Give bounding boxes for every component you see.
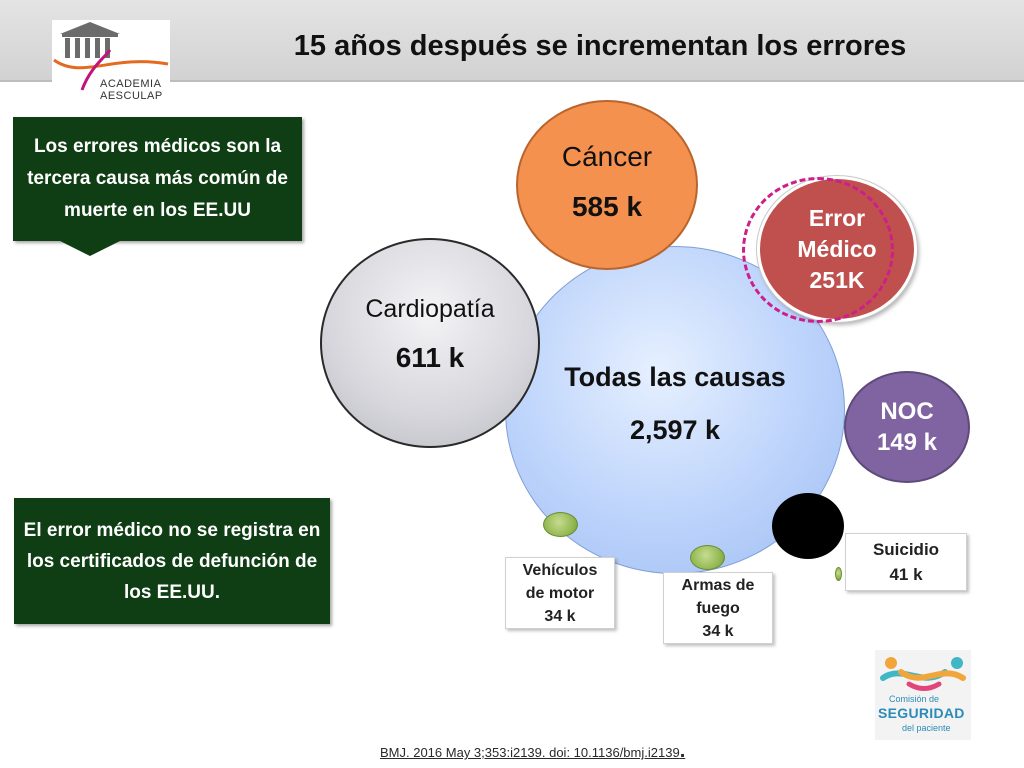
label-suicidio-value: 41 k [889,565,923,584]
label-vehiculos-line1: Vehículos [522,561,598,579]
aesculap-logo-line2: AESCULAP [100,90,163,102]
bubble-suicidio-small-dot [835,567,842,581]
label-armas: Armas de fuego 34 k [663,572,773,644]
bubble-cancer-label: Cáncer [561,141,653,172]
label-vehiculos: Vehículos de motor 34 k [505,557,615,629]
citation-end: . [679,740,686,762]
label-suicidio-label: Suicidio [872,540,940,559]
bubble-noc-value: 149 k [876,429,938,456]
bubble-cardiopatia-value: 611 k [395,341,465,373]
label-suicidio: Suicidio 41 k [845,533,967,591]
bubble-todas-label: Todas las causas [564,362,786,392]
note-top-callout-pointer [58,240,122,256]
bubble-cancer: Cáncer 585 k [516,100,698,270]
citation-link[interactable]: BMJ. 2016 May 3;353:i2139. doi: 10.1136/… [380,740,685,763]
bubble-noc-label: NOC [880,398,934,425]
aesculap-logo-line1: ACADEMIA [100,78,162,90]
academia-aesculap-logo: ACADEMIA AESCULAP [52,20,170,104]
note-top: Los errores médicos son la tercera causa… [13,117,302,241]
bubble-suicidio-dot [772,493,844,559]
label-armas-value: 34 k [702,622,734,640]
bubble-cardiopatia: Cardiopatía 611 k [320,238,540,448]
citation-text: BMJ. 2016 May 3;353:i2139. doi: 10.1136/… [380,745,680,760]
label-armas-line2: fuego [696,599,740,617]
bubble-todas-value: 2,597 k [629,415,721,445]
slide-title: 15 años después se incrementan los error… [293,30,907,62]
bubble-error-line2: Médico [797,235,877,262]
bubble-noc: NOC 149 k [844,371,970,483]
label-vehiculos-value: 34 k [544,607,576,625]
comision-seguridad-logo: Comisión de SEGURIDAD del paciente [875,650,971,740]
bubble-vehiculos-dot [543,512,578,537]
bubble-armas-dot [690,545,725,570]
label-armas-line1: Armas de [681,576,755,594]
comision-logo-line3: del paciente [902,723,951,733]
bubble-error-medico: Error Médico 251K [757,176,917,322]
comision-logo-line1: Comisión de [889,694,940,704]
header-bar [0,0,1024,82]
note-bottom: El error médico no se registra en los ce… [14,498,330,624]
bubble-cancer-value: 585 k [571,191,643,222]
bubble-error-line1: Error [808,204,866,231]
columns-building-icon [53,22,169,91]
bubble-error-line3: 251K [809,266,865,293]
people-linked-icon [880,657,966,691]
label-vehiculos-line2: de motor [525,584,595,602]
comision-logo-line2: SEGURIDAD [878,705,965,721]
bubble-cardiopatia-label: Cardiopatía [365,294,495,323]
